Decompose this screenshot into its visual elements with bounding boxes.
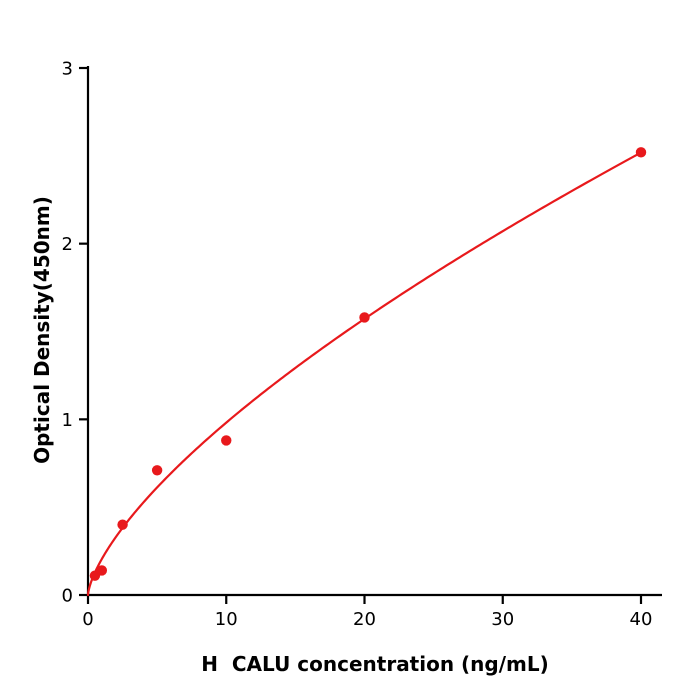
data-point bbox=[221, 435, 232, 446]
data-point bbox=[635, 147, 647, 158]
y-tick-label: 2 bbox=[62, 234, 73, 255]
axes-spines bbox=[86, 66, 662, 597]
x-tick-label: 10 bbox=[215, 609, 238, 630]
y-tick-label: 3 bbox=[62, 59, 73, 80]
x-tick-label: 0 bbox=[82, 609, 93, 630]
y-tick-label: 0 bbox=[62, 586, 73, 607]
data-point bbox=[359, 312, 370, 323]
fit-curve bbox=[86, 151, 643, 597]
x-tick-label: 30 bbox=[491, 609, 514, 630]
x-tick-label: 20 bbox=[353, 609, 376, 630]
data-point bbox=[96, 565, 108, 576]
data-point bbox=[151, 465, 163, 476]
y-tick-label: 1 bbox=[62, 410, 73, 431]
y-axis-title: Optical Density(450nm) bbox=[30, 196, 54, 464]
x-axis-title: H CALU concentration (ng/mL) bbox=[201, 652, 549, 676]
x-tick-label: 40 bbox=[630, 609, 653, 630]
data-point bbox=[117, 519, 128, 530]
